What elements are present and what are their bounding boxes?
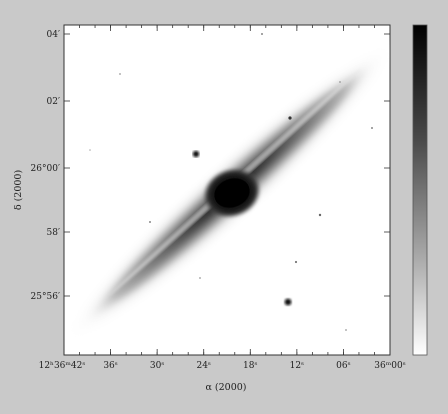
y-tick-label: 25°56′ <box>31 292 60 302</box>
x-tick-label: 30ˢ <box>150 361 164 371</box>
x-tick-label: 06ˢ <box>336 361 350 371</box>
star <box>199 277 201 279</box>
star <box>119 73 121 75</box>
star <box>149 221 151 223</box>
axis-tick-labels: 12ʰ36ᵐ42ˢ 36ˢ 30ˢ 24ˢ 18ˢ 12ˢ 06ˢ 36ᵐ00ˢ 04′ 02′ 2… <box>31 30 406 371</box>
x-tick-label: 12ˢ <box>290 361 304 371</box>
x-axis-label: α (2000) <box>205 382 246 393</box>
star <box>284 298 292 306</box>
y-tick-label: 02′ <box>47 97 61 107</box>
star <box>318 213 322 217</box>
star <box>345 329 347 331</box>
star <box>294 260 298 264</box>
y-tick-label: 58′ <box>47 228 61 238</box>
star <box>261 33 263 35</box>
x-tick-label: 36ˢ <box>103 361 117 371</box>
x-tick-label: 36ᵐ00ˢ <box>374 361 405 371</box>
star <box>288 116 292 120</box>
x-tick-label: 12ʰ36ᵐ42ˢ <box>39 361 86 371</box>
star <box>192 150 200 158</box>
x-tick-label: 24ˢ <box>196 361 210 371</box>
y-tick-label: 26°00′ <box>31 164 60 174</box>
star <box>371 127 373 129</box>
star <box>339 81 341 83</box>
colorbar <box>412 24 428 356</box>
y-axis-label: δ (2000) <box>13 170 24 210</box>
galaxy-image <box>64 33 390 345</box>
axis-ticks <box>63 25 391 355</box>
star <box>89 149 91 151</box>
x-tick-label: 18ˢ <box>243 361 257 371</box>
y-tick-label: 04′ <box>47 30 61 40</box>
